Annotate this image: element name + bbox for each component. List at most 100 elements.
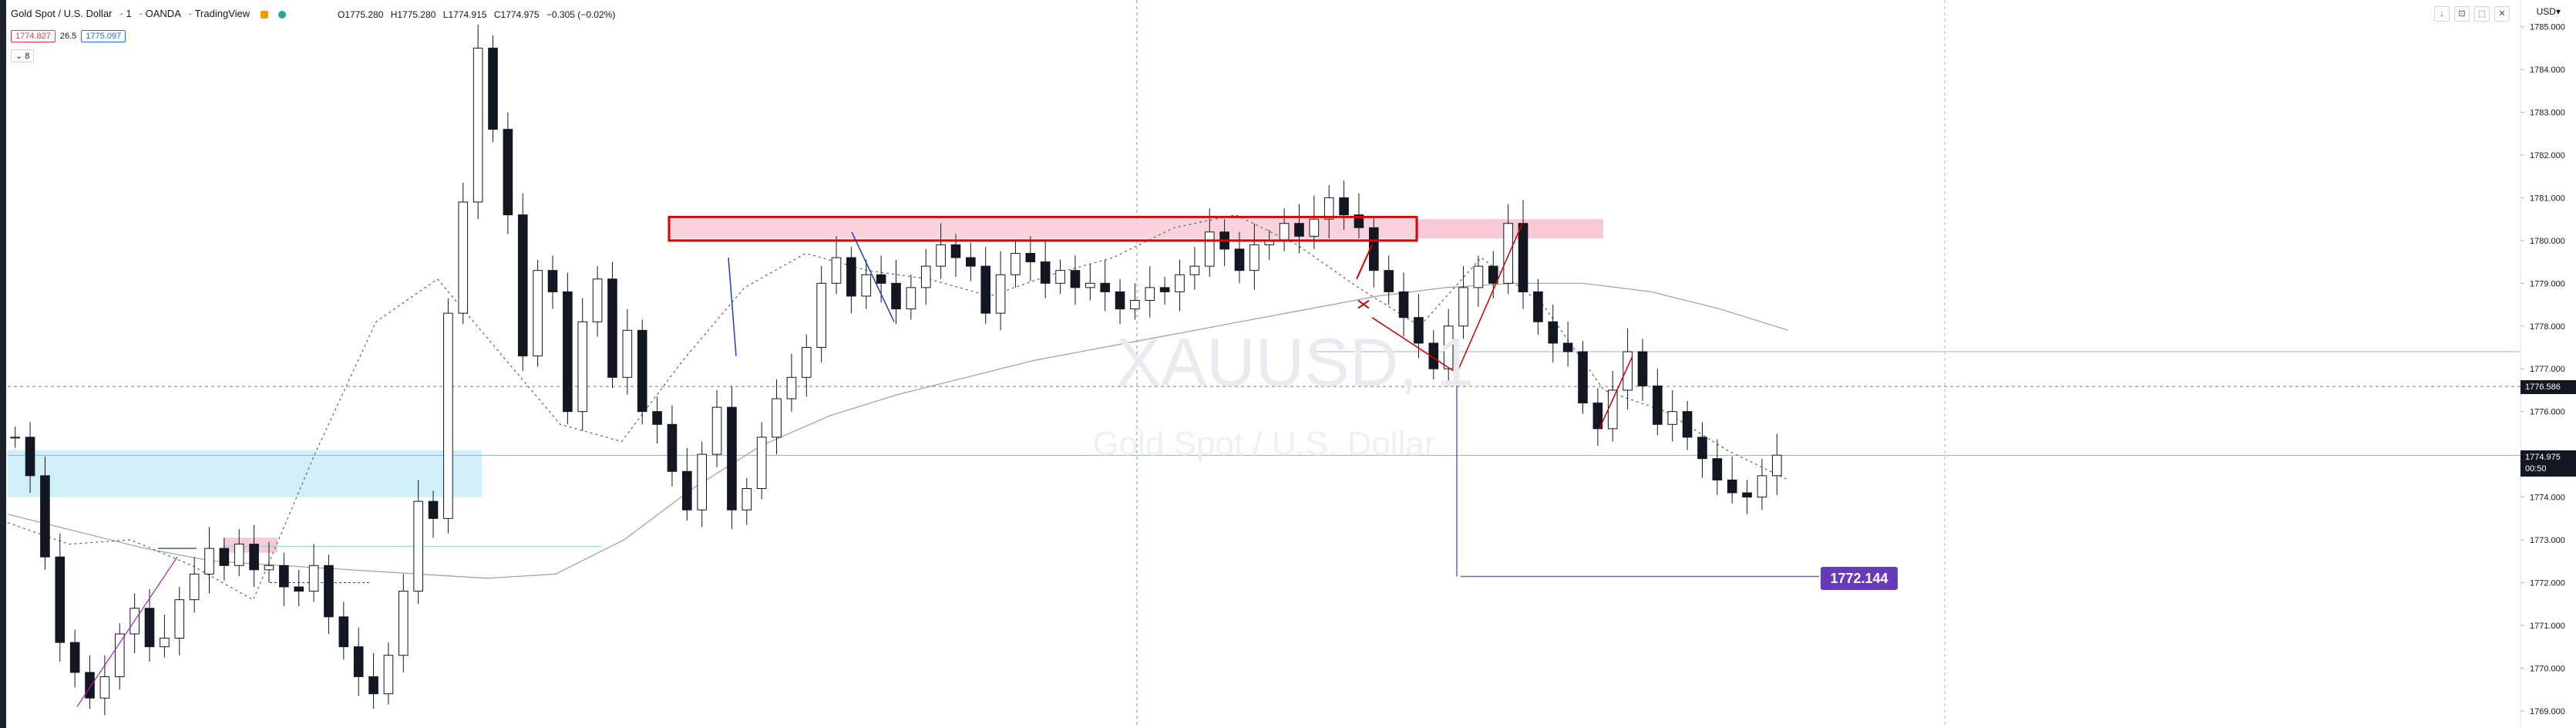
candle-body [234,544,244,566]
symbol-legend[interactable]: Gold Spot / U.S. Dollar · 1 · OANDA · Tradi… [11,8,294,19]
candle-body [1443,325,1454,369]
drawings-layer [76,215,1819,707]
candle-body [1607,389,1618,430]
candle-body [891,282,901,310]
supply-zone-right [1387,219,1603,239]
candle-body [711,406,722,455]
candle-body [1398,291,1409,318]
currency-selector[interactable]: USD▾ [2536,6,2561,17]
candle-body [1592,403,1603,430]
candle-body [637,329,647,413]
candle-body [40,475,50,558]
candle-body [876,274,886,284]
buy-price[interactable]: 1775.097 [81,30,126,42]
candle-body [85,672,95,699]
candle-body [742,487,752,511]
candle-body [920,265,931,288]
candle-body [1697,436,1707,460]
candle-body [338,616,349,648]
close-value: C1774.975 [493,9,540,20]
candle-body [861,274,872,297]
candle-body [1428,342,1439,369]
ohlc-readout: O1775.280 H1775.280 L1774.915 C1774.975 … [338,9,620,20]
candle-body [114,633,125,677]
candle-body [1011,253,1021,275]
candle-body [1323,197,1334,220]
open-value: O1775.280 [338,9,384,20]
countdown-value: 00:50 [2525,464,2547,474]
demand-zone [8,450,482,497]
candle-body [1458,287,1468,327]
candle-body [1623,351,1633,391]
sell-price[interactable]: 1774.827 [11,30,55,42]
ma-short-line [7,214,1789,601]
candle-body [69,642,80,673]
supply-zone [669,219,1417,239]
candle-body [622,329,633,378]
maximize-icon[interactable]: ⬚ [2474,6,2490,22]
candle-body [413,501,423,592]
candle-body [1040,261,1051,284]
candle-body [1548,321,1559,344]
measure-label[interactable]: 1772.144 [1821,567,1898,590]
candle-body [1294,223,1304,237]
candle-body [995,274,1006,314]
symbol-name[interactable]: Gold Spot / U.S. Dollar [11,8,113,19]
close-icon[interactable]: ✕ [2494,6,2510,22]
chevron-down-icon: ⌄ [15,52,23,61]
candle-body [1204,231,1215,267]
y-tick-label: 1779.000 [2530,279,2565,288]
candle-body [353,646,364,677]
indicators-collapse-button[interactable]: ⌄ 8 [11,49,35,62]
y-tick-label: 1784.000 [2530,66,2565,75]
candle-body [950,244,961,258]
candle-body [488,47,498,130]
candle-body [398,591,409,656]
candle-body [503,129,513,216]
candle-body [55,556,66,643]
window-controls: ↓ ⊡ ⬚ ✕ [2434,6,2510,22]
flag-icon[interactable] [260,10,268,19]
watermark-symbol: XAUUSD, 1 [1116,324,1475,400]
candle-body [1085,282,1095,288]
exchange-label: OANDA [145,8,181,19]
moving-averages-layer [7,214,1789,601]
scroll-down-icon[interactable]: ↓ [2434,6,2450,22]
price-axis[interactable]: 1769.000 1770.000 1771.000 1772.000 1773.000… [2521,23,2565,716]
ma-long-line [7,282,1789,579]
candle-body [279,565,289,588]
candle-body [219,548,230,566]
candle-body [667,423,678,472]
y-tick-label: 1782.000 [2530,151,2565,160]
y-tick-label: 1783.000 [2530,109,2565,118]
candle-body [428,501,439,519]
candle-body [1772,454,1782,477]
interval-label: 1 [126,8,132,19]
last-price-value: 1774.975 [2525,453,2561,462]
candle-body [10,436,20,439]
candle-body [563,291,573,413]
candle-body [1249,244,1259,271]
y-tick-label: 1771.000 [2530,622,2565,631]
spread-value: 26.5 [59,32,77,41]
candle-body [1309,218,1320,237]
candle-body [786,376,797,399]
change-value: −0.305 (−0.02%) [546,9,616,20]
candle-body [1562,342,1573,352]
y-tick-label: 1781.000 [2530,194,2565,203]
candle-body [1653,385,1663,425]
indicator-count: 8 [25,52,30,61]
candle-body [846,257,856,297]
candle-body [1279,223,1290,241]
bid-ask-panel: 1774.827 26.5 1775.097 [11,28,126,45]
candle-body [249,544,259,571]
restore-icon[interactable]: ⊡ [2454,6,2470,22]
market-status-icon [278,10,287,19]
swing-line-purple [76,556,178,707]
y-tick-label: 1777.000 [2530,365,2565,374]
dashed-line-price-value: 1776.586 [2525,383,2561,392]
candle-body [1189,265,1200,275]
swing-line-blue-2 [851,231,895,322]
candle-body [443,312,453,519]
